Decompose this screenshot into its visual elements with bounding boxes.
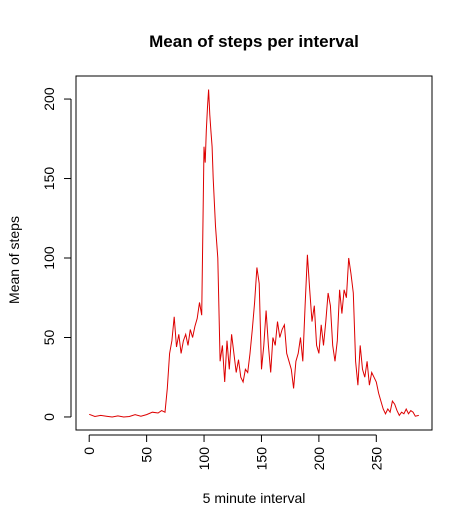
x-tick-label: 200 bbox=[311, 447, 327, 471]
x-tick-label: 0 bbox=[81, 447, 97, 455]
y-tick-label: 0 bbox=[41, 413, 57, 421]
y-tick-label: 100 bbox=[41, 246, 57, 270]
x-axis: 0 50 100 150 200 250 bbox=[81, 434, 384, 471]
y-axis: 0 50 100 150 200 bbox=[41, 87, 72, 421]
x-tick-label: 100 bbox=[196, 447, 212, 471]
y-tick-label: 150 bbox=[41, 167, 57, 191]
x-tick-label: 250 bbox=[368, 447, 384, 471]
y-tick-label: 50 bbox=[41, 329, 57, 345]
series-line bbox=[89, 89, 419, 418]
y-tick-label: 200 bbox=[41, 87, 57, 111]
x-tick-label: 50 bbox=[139, 447, 155, 463]
plot-frame bbox=[75, 75, 433, 431]
x-axis-label: 5 minute interval bbox=[203, 490, 306, 506]
chart-title: Mean of steps per interval bbox=[149, 32, 359, 51]
y-axis-label: Mean of steps bbox=[6, 216, 22, 304]
x-tick-label: 150 bbox=[253, 447, 269, 471]
